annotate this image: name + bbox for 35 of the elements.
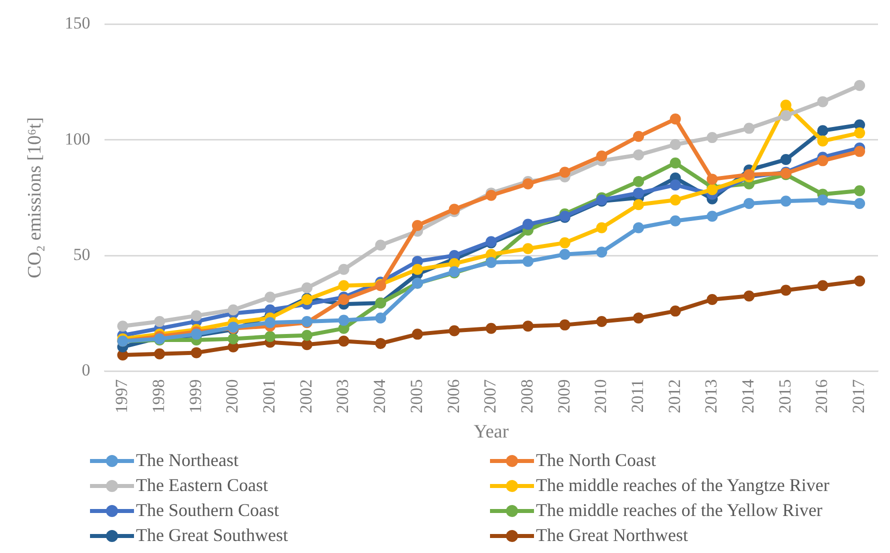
x-tick-label: 1997 [112, 378, 132, 414]
x-tick-label: 1998 [149, 379, 168, 414]
x-tick-label: 2002 [296, 379, 316, 414]
x-tick-label: 2004 [370, 378, 390, 414]
x-tick-label: 2012 [664, 379, 684, 414]
y-tick-label: 150 [64, 14, 90, 33]
y-tick-label: 50 [73, 245, 90, 264]
legend-label: The Great Southwest [136, 524, 288, 547]
x-tick-label: 2003 [333, 379, 352, 414]
x-tick-label: 2016 [812, 379, 832, 414]
legend-label: The middle reaches of the Yellow River [536, 499, 822, 522]
y-tick-label: 100 [64, 129, 90, 148]
legend-label: The middle reaches of the Yangtze River [536, 474, 830, 497]
legend-label: The Great Northwest [536, 524, 688, 547]
x-tick-label: 2011 [628, 379, 647, 413]
legend-label: The Southern Coast [136, 499, 279, 522]
x-tick-label: 2014 [738, 378, 758, 414]
legend-label: The Northeast [136, 449, 238, 472]
x-tick-label: 2000 [222, 379, 242, 414]
x-axis-title: Year [474, 422, 510, 443]
legend-label: The Eastern Coast [136, 474, 268, 497]
y-axis-title: CO₂ emissions [10⁶t] [24, 117, 46, 278]
x-tick-label: 2006 [444, 379, 463, 414]
legend-label: The North Coast [536, 449, 656, 472]
x-tick-label: 2001 [260, 379, 279, 414]
x-tick-label: 2017 [849, 378, 868, 414]
x-tick-label: 2009 [554, 379, 574, 414]
x-tick-label: 2015 [775, 379, 794, 414]
x-tick-label: 2005 [406, 379, 426, 414]
y-tick-label: 0 [82, 360, 90, 380]
x-tick-label: 2013 [702, 379, 721, 414]
x-tick-label: 2007 [480, 378, 500, 414]
x-tick-label: 1999 [186, 379, 205, 414]
x-tick-label: 2008 [517, 379, 536, 414]
x-tick-label: 2010 [591, 379, 610, 414]
